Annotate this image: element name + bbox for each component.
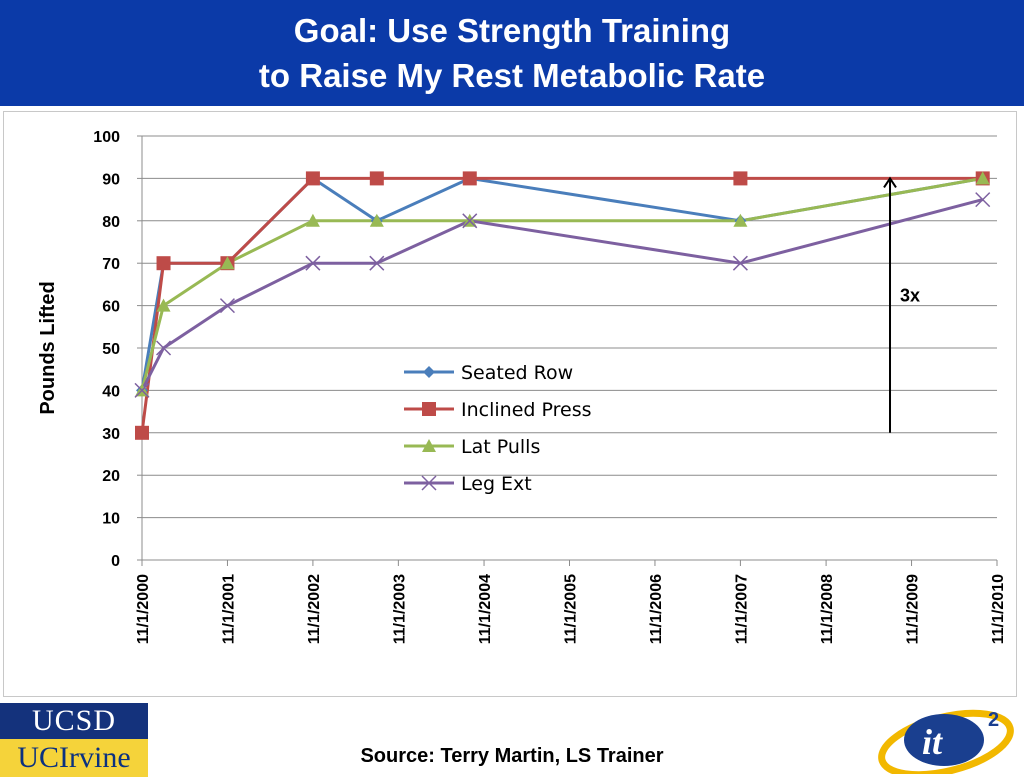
data-point: [369, 171, 384, 186]
y-tick-label: 50: [102, 341, 120, 358]
legend-marker: [421, 475, 437, 491]
x-tick-label: 11/1/2010: [990, 574, 1007, 644]
y-tick-label: 70: [102, 256, 120, 273]
legend-marker: [422, 402, 436, 416]
legend-entry: Seated Row: [461, 362, 573, 384]
y-tick-label: 40: [102, 383, 120, 400]
data-point: [975, 192, 991, 208]
data-point: [156, 298, 171, 312]
uci-logo: UCIrvine: [0, 739, 148, 777]
x-tick-label: 11/1/2007: [733, 574, 750, 644]
y-tick-label: 60: [102, 299, 120, 316]
data-point: [219, 298, 235, 314]
it2-logo: it 2: [878, 709, 1014, 774]
data-point: [975, 171, 990, 185]
annotation-arrow-head: [883, 176, 897, 188]
data-point: [462, 213, 478, 229]
y-tick-label: 100: [93, 129, 120, 146]
x-tick-label: 11/1/2005: [563, 574, 580, 644]
it2-logo-text: it: [922, 722, 943, 762]
y-axis-title: Pounds Lifted: [37, 281, 59, 414]
data-point: [732, 255, 748, 271]
legend-entry: Leg Ext: [461, 473, 532, 495]
source-credit: Source: Terry Martin, LS Trainer: [360, 745, 664, 767]
data-point: [305, 171, 320, 186]
slide-title-line-2: to Raise My Rest Metabolic Rate: [258, 57, 766, 94]
x-tick-label: 11/1/2004: [477, 574, 494, 644]
chart-frame: 0 10 20 30 40 50 60 70 80 90 100 11/1/2000 11/1/2001…: [3, 111, 1017, 697]
data-point: [733, 171, 748, 186]
legend-marker: [422, 439, 436, 452]
x-tick-label: 11/1/2009: [905, 574, 922, 644]
series-line-inclined-press: [140, 176, 983, 433]
data-point: [156, 340, 172, 356]
data-point: [733, 213, 748, 227]
x-tick-label: 11/1/2003: [391, 574, 408, 644]
series-line-leg-ext: [140, 198, 984, 392]
data-point: [369, 255, 385, 271]
data-point: [305, 213, 320, 227]
ucsd-logo: UCSD: [0, 703, 148, 739]
x-tick-label: 11/1/2006: [648, 574, 665, 644]
title-banner: Goal: Use Strength Training to Raise My …: [0, 0, 1024, 106]
x-tick-label: 11/1/2001: [220, 574, 237, 644]
slide-title-line-1: Goal: Use Strength Training: [293, 12, 731, 49]
data-point: [369, 213, 384, 227]
data-point: [305, 255, 321, 271]
legend-entry: Lat Pulls: [461, 436, 540, 458]
y-tick-label: 30: [102, 426, 120, 443]
x-tick-label: 11/1/2000: [135, 574, 152, 644]
line-chart: 0 10 20 30 40 50 60 70 80 90 100 11/1/2000 11/1/2001…: [37, 129, 1007, 644]
data-point: [135, 425, 149, 440]
x-tick-label: 11/1/2008: [819, 574, 836, 644]
legend-marker: [423, 366, 435, 378]
y-tick-label: 10: [102, 511, 120, 528]
data-point: [134, 382, 150, 398]
y-tick-label: 80: [102, 214, 120, 231]
series-line-lat-pulls: [140, 176, 983, 391]
y-tick-label: 90: [102, 171, 120, 188]
y-tick-label: 20: [102, 468, 120, 485]
data-point: [462, 171, 477, 186]
annotation-label: 3x: [900, 286, 920, 306]
data-point: [220, 256, 235, 270]
x-tick-label: 11/1/2002: [306, 574, 323, 644]
svg-text:2: 2: [988, 709, 999, 731]
data-point: [156, 256, 171, 271]
legend-entry: Inclined Press: [461, 399, 592, 421]
y-tick-label: 0: [111, 553, 120, 570]
